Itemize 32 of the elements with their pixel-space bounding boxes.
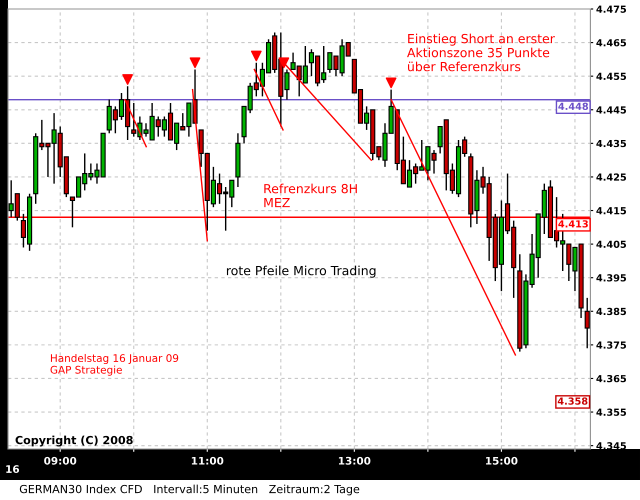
point	[190, 57, 200, 68]
annotation: Einstieg Short an erster Aktionszone 35 Punkte über Referenzkurs	[407, 34, 555, 72]
x-tick-label: 15:00	[486, 456, 518, 465]
annotation: Refrenzkurs 8H MEZ	[264, 184, 357, 208]
annotation: Copyright (C) 2008	[16, 436, 133, 446]
annotation: rote Pfeile Micro Trading	[226, 266, 376, 278]
ref-line-label: 4.413	[558, 220, 588, 228]
y-tick-label: 4.395	[596, 274, 626, 282]
y-tick-label: 4.415	[596, 207, 626, 214]
y-tick-label: 4.445	[596, 106, 626, 114]
point	[122, 74, 133, 85]
y-tick-label: 4.365	[596, 374, 626, 382]
y-tick-label: 4.385	[596, 308, 626, 316]
y-tick-label: 4.465	[596, 39, 626, 46]
point	[278, 57, 290, 68]
y-tick-label: 4.475	[596, 6, 626, 13]
text: 16	[6, 465, 20, 474]
ref-line-label: 4.448	[558, 102, 588, 110]
y-tick-label: 4.375	[596, 341, 626, 349]
y-tick-label: 4.455	[596, 72, 626, 80]
annotation: 4.358	[558, 397, 588, 405]
y-tick-label: 4.425	[596, 173, 626, 181]
y-tick-label: 4.355	[596, 408, 626, 416]
annotation: Handelstag 16 Januar 09 GAP Strategie	[50, 354, 178, 376]
point	[386, 78, 396, 88]
x-tick-label: 13:00	[338, 456, 370, 465]
x-tick-label: 11:00	[192, 456, 224, 465]
y-tick-label: 4.435	[596, 140, 626, 148]
y-tick-label: 4.405	[596, 240, 626, 248]
x-tick-label: 09:00	[44, 456, 76, 465]
point	[250, 50, 262, 62]
text: GERMAN30 Index CFD Intervall:5 Minuten Zeitraum:2 Tage	[20, 484, 360, 496]
